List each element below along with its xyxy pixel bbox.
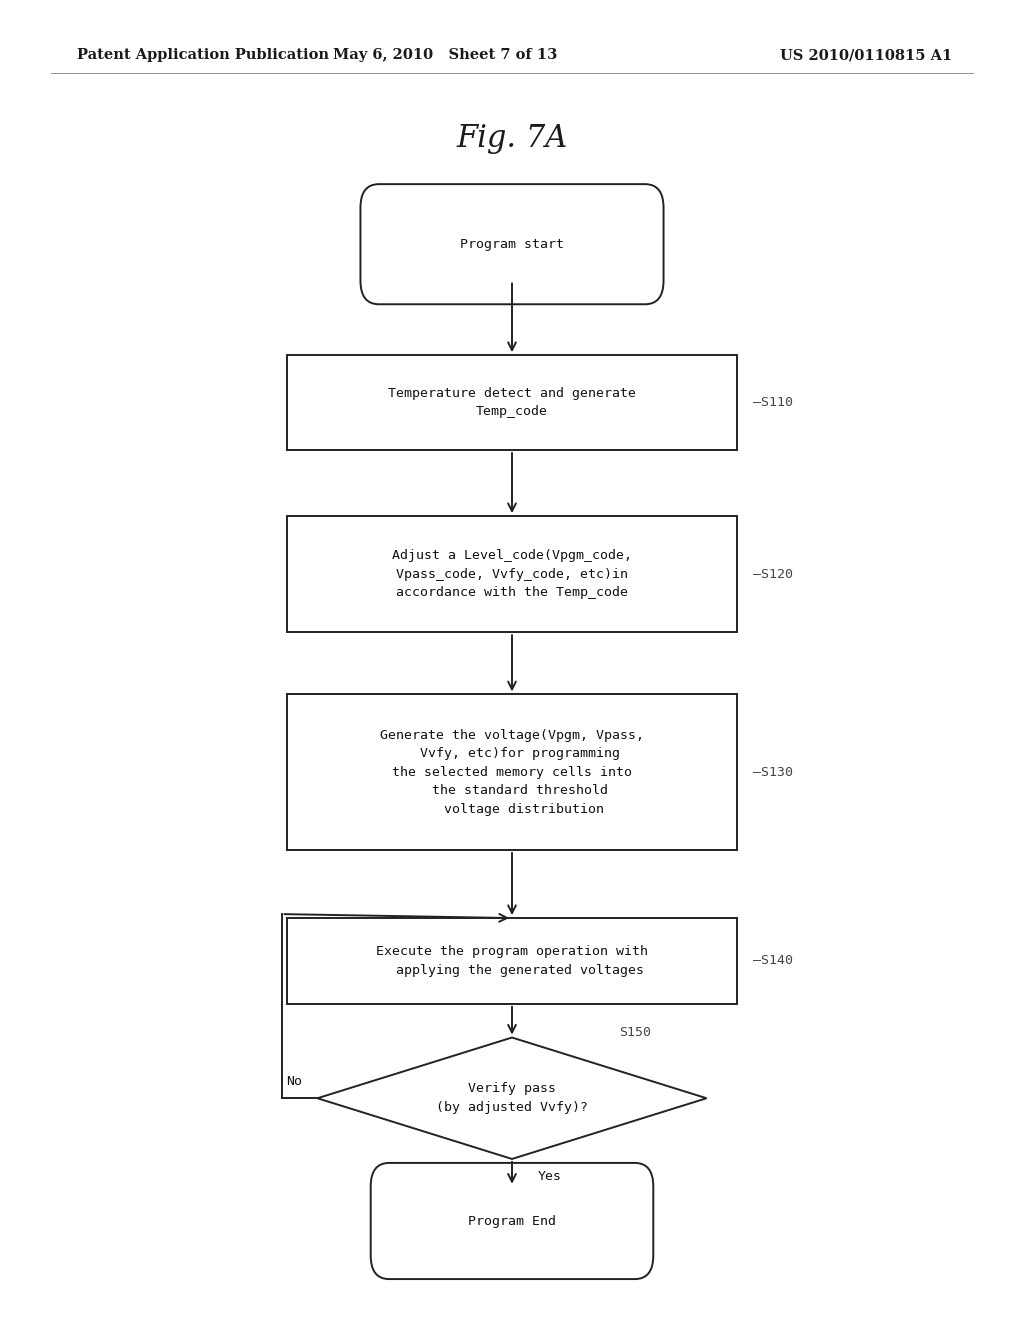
Text: —S110: —S110 [753, 396, 793, 409]
Polygon shape [317, 1038, 707, 1159]
Text: Temperature detect and generate
Temp_code: Temperature detect and generate Temp_cod… [388, 387, 636, 418]
Text: Program End: Program End [468, 1214, 556, 1228]
Text: Patent Application Publication: Patent Application Publication [77, 49, 329, 62]
Text: Program start: Program start [460, 238, 564, 251]
Text: —S130: —S130 [753, 766, 793, 779]
Text: Verify pass
(by adjusted Vvfy)?: Verify pass (by adjusted Vvfy)? [436, 1082, 588, 1114]
Bar [287, 355, 737, 450]
Text: Adjust a Level_code(Vpgm_code,
Vpass_code, Vvfy_code, etc)in
accordance with the: Adjust a Level_code(Vpgm_code, Vpass_cod… [392, 549, 632, 599]
Text: Execute the program operation with
  applying the generated voltages: Execute the program operation with apply… [376, 945, 648, 977]
Text: S150: S150 [620, 1026, 651, 1039]
FancyBboxPatch shape [360, 185, 664, 305]
Bar [287, 694, 737, 850]
Text: No: No [286, 1074, 302, 1088]
Text: Generate the voltage(Vpgm, Vpass,
  Vvfy, etc)for programming
the selected memor: Generate the voltage(Vpgm, Vpass, Vvfy, … [380, 729, 644, 816]
Text: May 6, 2010   Sheet 7 of 13: May 6, 2010 Sheet 7 of 13 [334, 49, 557, 62]
FancyBboxPatch shape [371, 1163, 653, 1279]
Bar [287, 919, 737, 1003]
Text: Yes: Yes [538, 1170, 561, 1183]
Bar [287, 516, 737, 632]
Text: Fig. 7A: Fig. 7A [457, 123, 567, 154]
Text: US 2010/0110815 A1: US 2010/0110815 A1 [780, 49, 952, 62]
Text: —S140: —S140 [753, 954, 793, 968]
Text: —S120: —S120 [753, 568, 793, 581]
